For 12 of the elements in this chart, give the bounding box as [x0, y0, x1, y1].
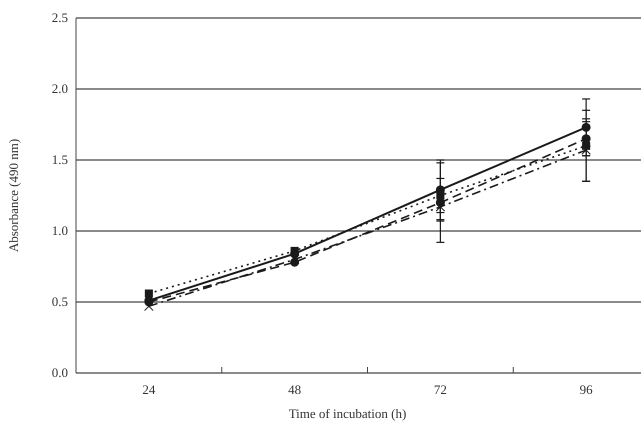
x-axis-title: Time of incubation (h): [288, 406, 406, 421]
y-tick-label: 2.5: [52, 10, 68, 26]
x-tick-label: 72: [434, 382, 447, 398]
x-tick-label: 48: [288, 382, 302, 398]
y-tick-label: 0.0: [52, 365, 68, 380]
y-tick-label: 1.0: [52, 223, 68, 238]
y-tick-label: 0.5: [52, 294, 68, 310]
y-axis-title: Absorbance (490 nm): [6, 138, 21, 252]
x-tick-label: 24: [142, 382, 156, 398]
y-tick-label: 1.5: [52, 152, 68, 168]
x-tick-label: 96: [580, 382, 594, 398]
y-tick-label: 2.0: [52, 81, 68, 96]
